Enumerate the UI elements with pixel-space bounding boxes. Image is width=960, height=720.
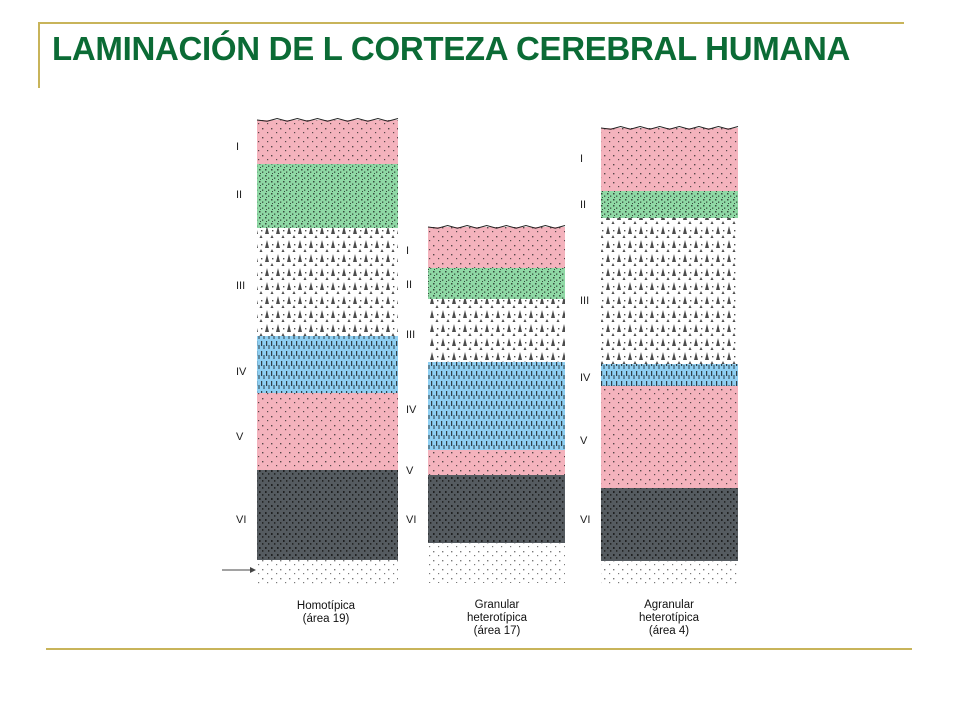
layer-iv-texture — [428, 362, 565, 450]
layer-ii-texture — [257, 164, 398, 228]
white-matter — [428, 543, 565, 583]
layer-iv-texture — [257, 336, 398, 393]
layer-label: IV — [580, 372, 591, 384]
layer-label: II — [580, 199, 586, 211]
layer-label: I — [406, 245, 409, 257]
column-caption-line: (área 4) — [649, 625, 689, 637]
column-caption-line: heterotípica — [467, 612, 528, 624]
layer-i-texture — [601, 128, 738, 191]
frame-top-rule — [38, 22, 904, 24]
pial-surface-line — [256, 117, 399, 122]
layer-label: I — [580, 153, 583, 165]
layer-label: IV — [236, 366, 247, 378]
layer-label: I — [236, 141, 239, 153]
layer-iii-texture — [428, 299, 565, 362]
white-matter — [601, 561, 738, 585]
layer-ii-texture — [428, 268, 565, 299]
layer-i-texture — [428, 227, 565, 268]
layer-label: VI — [406, 514, 416, 526]
layer-vi-texture — [257, 470, 398, 560]
layer-ii-texture — [601, 191, 738, 218]
layer-label: II — [236, 189, 242, 201]
frame-left-rule — [38, 22, 40, 88]
column-caption-line: heterotípica — [639, 612, 700, 624]
layer-vi-texture — [601, 488, 738, 561]
white-matter — [257, 560, 398, 585]
layer-label: V — [406, 465, 414, 477]
column-caption-line: Homotípica — [297, 600, 356, 612]
layer-i-texture — [257, 120, 398, 164]
slide-title: LAMINACIÓN DE L CORTEZA CEREBRAL HUMANA — [52, 30, 851, 67]
layer-vi-texture — [428, 475, 565, 543]
pial-surface-line — [427, 224, 566, 229]
layer-iv-texture — [601, 364, 738, 386]
layer-v-texture — [428, 450, 565, 475]
layer-iii-texture — [601, 218, 738, 364]
layer-label: III — [580, 295, 589, 307]
column-caption-line: Agranular — [644, 599, 694, 611]
layer-label: VI — [580, 514, 590, 526]
pial-surface-line — [600, 125, 739, 130]
layer-label: II — [406, 279, 412, 291]
layer-label: VI — [236, 514, 246, 526]
column-caption-line: (área 19) — [303, 613, 350, 625]
layer-label: III — [236, 280, 245, 292]
layer-v-texture — [601, 386, 738, 488]
layer-label: III — [406, 329, 415, 341]
layer-label: IV — [406, 404, 417, 416]
column-caption-line: (área 17) — [474, 625, 521, 637]
layer-label: V — [236, 431, 244, 443]
layer-label: V — [580, 435, 588, 447]
arrow-marker — [222, 567, 256, 573]
column-caption-line: Granular — [475, 599, 520, 611]
frame-bottom-rule — [46, 648, 912, 650]
layer-v-texture — [257, 393, 398, 470]
layer-iii-texture — [257, 228, 398, 336]
